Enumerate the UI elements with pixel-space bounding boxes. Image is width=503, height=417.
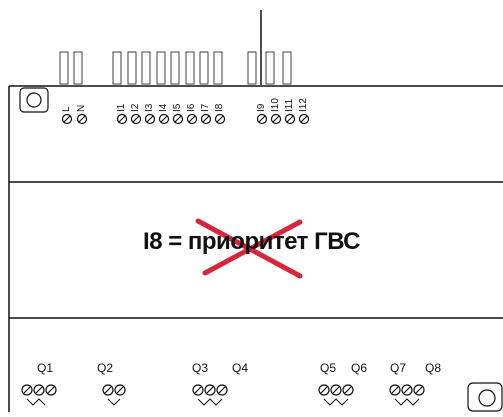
terminal-i6: [186, 113, 198, 125]
terminal-n: [76, 113, 88, 125]
output-label-q1: Q1: [37, 361, 54, 375]
output-label-q6: Q6: [351, 361, 368, 375]
output-label-q4: Q4: [232, 361, 249, 375]
input-label-i9: I9: [256, 103, 267, 112]
relay-links: [26, 398, 420, 406]
output-terminal: [204, 384, 216, 396]
output-terminal: [102, 384, 114, 396]
terminal-i3: [144, 113, 156, 125]
terminal-i9: [256, 113, 268, 125]
output-terminal: [389, 384, 401, 396]
output-label-q2: Q2: [97, 361, 114, 375]
terminal-i7: [200, 113, 212, 125]
output-terminal: [114, 384, 126, 396]
input-label-i2: I2: [130, 103, 141, 112]
center-label: I8 = приоритет ГВС: [143, 228, 360, 255]
output-terminal: [192, 384, 204, 396]
red-cross-mark: [195, 218, 303, 279]
output-terminals: [21, 384, 425, 396]
output-label-q8: Q8: [425, 361, 442, 375]
input-label-i4: I4: [158, 103, 169, 112]
input-label-i11: I11: [284, 98, 295, 112]
output-label-q7: Q7: [390, 361, 407, 375]
terminal-i4: [158, 113, 170, 125]
terminal-i5: [172, 113, 184, 125]
terminal-i10: [270, 113, 282, 125]
input-label-i8: I8: [214, 103, 225, 112]
input-label-i1: I1: [116, 103, 127, 112]
input-label-i12: I12: [298, 98, 309, 112]
terminal-i11: [284, 113, 296, 125]
output-terminal: [413, 384, 425, 396]
terminal-l: [61, 113, 73, 125]
input-label-i10: I10: [270, 98, 281, 112]
input-terminals: [61, 113, 310, 125]
input-label-n: N: [76, 104, 87, 112]
output-terminal: [216, 384, 228, 396]
input-label-l: L: [61, 106, 72, 112]
input-label-i5: I5: [172, 103, 183, 112]
wire-markers: [59, 51, 292, 85]
output-label-q5: Q5: [320, 361, 337, 375]
output-label-q3: Q3: [192, 361, 209, 375]
mounting-hole-top: [19, 87, 49, 113]
terminal-i2: [130, 113, 142, 125]
input-label-i7: I7: [200, 103, 211, 112]
input-label-i3: I3: [144, 103, 155, 112]
terminal-i8: [214, 113, 226, 125]
housing: [8, 85, 503, 412]
output-terminal: [318, 384, 330, 396]
input-label-i6: I6: [186, 103, 197, 112]
mounting-hole-bottom: [467, 382, 503, 412]
output-terminal: [21, 384, 33, 396]
output-terminal: [342, 384, 354, 396]
terminal-i1: [116, 113, 128, 125]
output-terminal: [330, 384, 342, 396]
output-terminal: [33, 384, 45, 396]
terminal-i12: [298, 113, 310, 125]
output-terminal: [45, 384, 57, 396]
output-terminal: [401, 384, 413, 396]
